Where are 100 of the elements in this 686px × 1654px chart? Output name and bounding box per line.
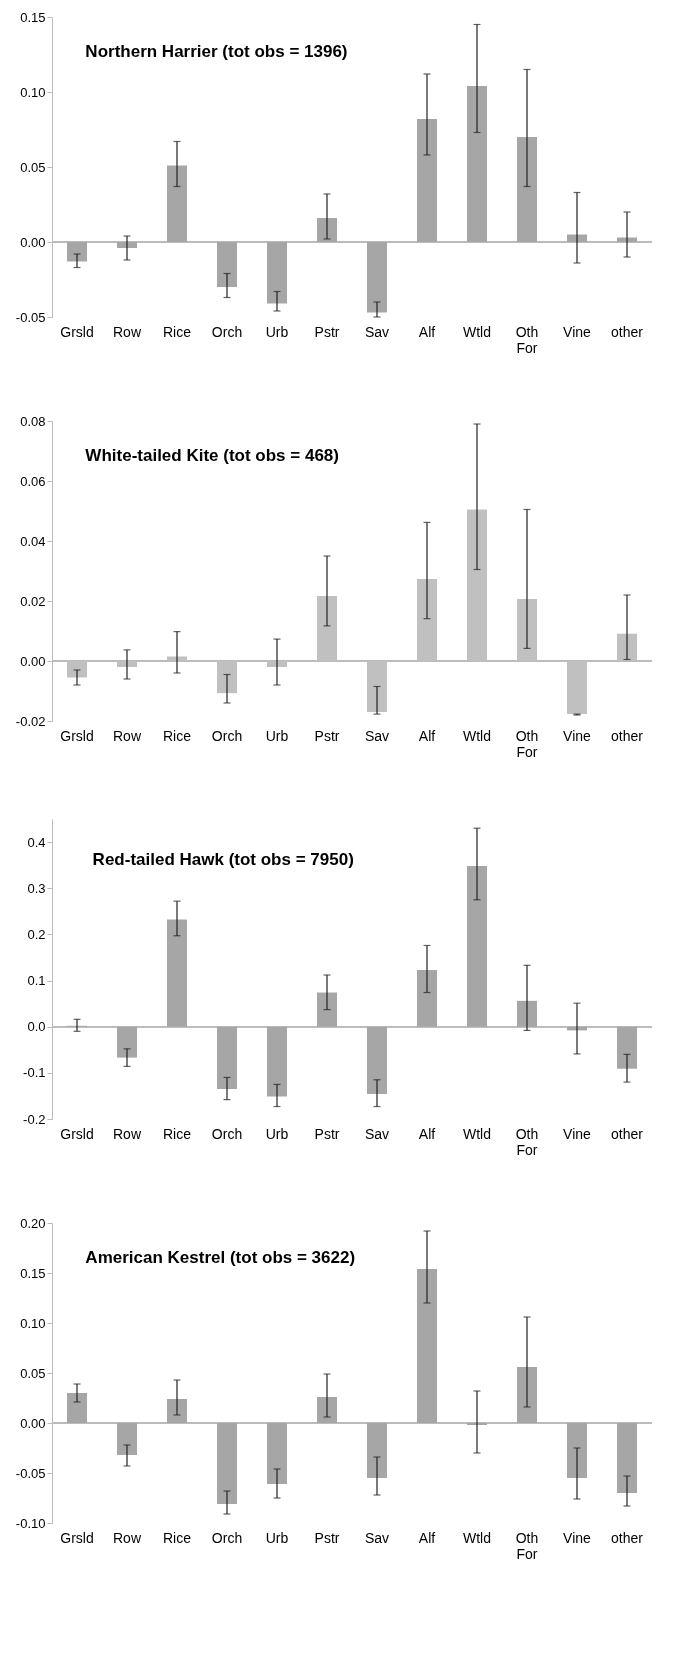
y-tick-label: 0.4 [27,834,46,850]
x-tick-label: Vine [563,323,592,340]
text: American Kestrel (tot obs = 3622) [85,1248,356,1267]
x-tick-label: other [611,1125,644,1142]
x-tick-label: Pstr [314,323,340,340]
bar [467,866,487,1027]
y-tick-label: 0.05 [20,1365,46,1381]
y-tick-label: 0.06 [20,473,46,489]
bar [217,1026,237,1089]
bar [367,242,387,313]
bar [217,661,237,694]
bar [117,242,137,248]
x-tick-label: Alf [418,1125,436,1142]
x-tick-label: Rice [162,1529,192,1546]
y-tick-label: -0.10 [15,1515,46,1531]
y-tick-label: 0.04 [20,533,46,549]
x-tick-label: Orch [211,323,243,340]
y-tick-label: -0.2 [23,1111,46,1127]
x-tick-label: Orch [211,1125,243,1142]
x-tick-label: Oth For [515,1125,539,1158]
bar [267,242,287,304]
bar [167,165,187,242]
x-tick-label: Oth For [515,727,539,760]
y-tick-label: 0.3 [27,880,46,896]
x-tick-label: Sav [364,727,390,744]
y-tick-label: 0.00 [20,653,46,669]
y-tick-label: -0.05 [15,1465,46,1481]
x-tick-label: Rice [162,727,192,744]
x-tick-label: other [611,323,644,340]
bar [267,1423,287,1484]
bar [117,1026,137,1058]
text: White-tailed Kite (tot obs = 468) [85,446,339,465]
bar [117,661,137,667]
bar [117,1423,137,1455]
y-tick-label: 0.05 [20,159,46,175]
bar [317,595,337,661]
x-tick-label: Grsld [60,727,94,744]
bar [167,1399,187,1423]
bar [417,969,437,1027]
x-tick-label: Row [112,1125,142,1142]
x-tick-label: Grsld [60,1529,94,1546]
y-tick-label: 0.15 [20,1265,46,1281]
x-tick-label: Orch [211,1529,243,1546]
bar [417,119,437,242]
bar [567,1423,587,1478]
bar [167,919,187,1027]
x-tick-label: Rice [162,323,192,340]
x-tick-label: Sav [364,323,390,340]
x-tick-label: Grsld [60,323,94,340]
bar [417,1269,437,1423]
x-tick-label: Alf [418,727,436,744]
bar [367,1026,387,1095]
y-tick-label: 0.0 [27,1019,46,1035]
text: Northern Harrier (tot obs = 1396) [85,42,348,61]
x-tick-label: Rice [162,1125,192,1142]
x-tick-label: Alf [418,1529,436,1546]
bar [617,1423,637,1493]
x-tick-label: Vine [563,1125,592,1142]
x-tick-label: Row [112,727,142,744]
y-tick-label: 0.2 [27,926,46,942]
bar [467,509,487,661]
y-tick-label: 0.00 [20,234,46,250]
x-tick-label: Oth For [515,323,539,356]
bar [267,661,287,667]
bar [317,1397,337,1423]
y-tick-label: -0.05 [15,309,46,325]
bar [317,992,337,1027]
bar [517,1367,537,1423]
y-tick-label: -0.1 [23,1065,46,1081]
x-tick-label: Urb [265,323,289,340]
y-tick-label: 0.15 [20,9,46,25]
x-tick-label: Sav [364,1529,390,1546]
x-tick-label: Grsld [60,1125,94,1142]
x-tick-label: Vine [563,1529,592,1546]
y-tick-label: 0.10 [20,84,46,100]
y-tick-label: 0.10 [20,1315,46,1331]
bar [417,579,437,661]
y-tick-label: 0.00 [20,1415,46,1431]
x-tick-label: Sav [364,1125,390,1142]
bar [67,1393,87,1423]
bar [517,598,537,661]
x-tick-label: Vine [563,727,592,744]
bar [67,242,87,262]
x-tick-label: Row [112,323,142,340]
bar [567,661,587,715]
x-tick-label: other [611,727,644,744]
bar [517,1000,537,1027]
y-tick-label: 0.20 [20,1215,46,1231]
x-tick-label: Pstr [314,1529,340,1546]
bar [467,86,487,242]
y-tick-label: 0.1 [27,973,46,989]
x-tick-label: Row [112,1529,142,1546]
x-tick-label: other [611,1529,644,1546]
x-tick-label: Wtld [463,727,491,744]
x-tick-label: Pstr [314,1125,340,1142]
bar [367,661,387,712]
bar [67,661,87,678]
x-tick-label: Oth For [515,1529,539,1562]
y-tick-label: 0.02 [20,593,46,609]
bar [217,1423,237,1504]
